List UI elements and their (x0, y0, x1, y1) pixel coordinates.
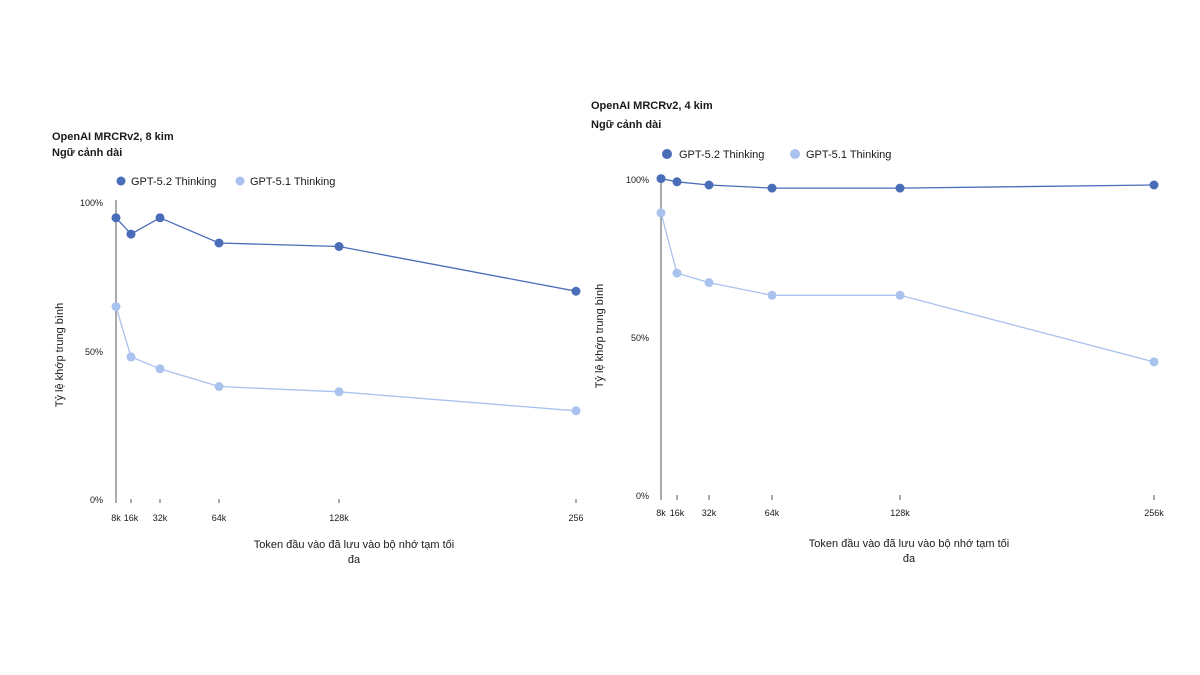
data-point (1149, 357, 1159, 367)
data-point (155, 213, 165, 223)
data-point (126, 229, 136, 239)
series-group (656, 174, 1159, 367)
x-axis-label-line-1: Token đầu vào đã lưu vào bộ nhớ tạm tối (809, 538, 1009, 550)
data-point (111, 302, 121, 312)
chart-4-needles: OpenAI MRCRv2, 4 kim Ngữ cảnh dài GPT-5.… (591, 100, 1164, 565)
x-tick-label: 256 (568, 513, 583, 523)
y-tick-label-50: 50% (85, 347, 103, 357)
y-tick-label-100: 100% (626, 175, 649, 185)
x-axis-label-line-2: đa (348, 554, 361, 566)
y-tick-label-0: 0% (90, 495, 103, 505)
x-tick-label: 32k (153, 513, 168, 523)
x-tick-label: 256k (1144, 508, 1164, 518)
legend-label-1: GPT-5.1 Thinking (250, 176, 335, 188)
x-tick-label: 64k (765, 508, 780, 518)
data-point (214, 238, 224, 248)
data-point (1149, 180, 1159, 190)
legend: GPT-5.2 Thinking GPT-5.1 Thinking (116, 176, 335, 188)
data-point (155, 364, 165, 374)
data-point (704, 180, 714, 190)
data-point (126, 352, 136, 362)
series-line (115, 217, 577, 292)
data-point (656, 208, 666, 218)
x-ticks: 8k 16k 32k 64k 128k 256k (656, 495, 1164, 518)
data-point (767, 183, 777, 193)
x-ticks: 8k 16k 32k 64k 128k 256 (111, 499, 584, 523)
y-tick-label-0: 0% (636, 491, 649, 501)
data-point (656, 174, 666, 184)
data-point (111, 213, 121, 223)
data-point (767, 290, 777, 300)
series-line (660, 212, 1155, 363)
x-tick-label: 128k (329, 513, 349, 523)
data-point (895, 183, 905, 193)
x-tick-label: 64k (212, 513, 227, 523)
chart-subtitle: Ngữ cảnh dài (591, 119, 661, 131)
legend-marker-0 (662, 149, 672, 159)
data-point (334, 242, 344, 251)
data-point (214, 382, 224, 391)
legend-marker-1 (790, 149, 800, 159)
legend-label-0: GPT-5.2 Thinking (679, 149, 764, 161)
legend-marker-0 (116, 176, 126, 186)
x-tick-label: 8k (111, 513, 121, 523)
series-group (111, 213, 581, 416)
y-axis-label: Tỷ lệ khớp trung bình (54, 303, 66, 407)
x-axis-label-line-1: Token đầu vào đã lưu vào bộ nhớ tạm tối (254, 539, 454, 551)
chart-subtitle: Ngữ cảnh dài (52, 147, 122, 159)
legend-marker-1 (235, 176, 245, 186)
data-point (334, 387, 344, 397)
series-line (660, 177, 1155, 189)
x-axis-label-line-2: đa (903, 553, 916, 565)
data-point (571, 286, 581, 296)
y-axis-label: Tỷ lệ khớp trung bình (594, 284, 606, 388)
series-line (115, 306, 577, 412)
x-tick-label: 32k (702, 508, 717, 518)
x-tick-label: 8k (656, 508, 666, 518)
data-point (672, 177, 682, 187)
legend: GPT-5.2 Thinking GPT-5.1 Thinking (662, 149, 891, 161)
chart-title: OpenAI MRCRv2, 8 kim (52, 131, 174, 143)
x-tick-label: 16k (670, 508, 685, 518)
y-tick-label-100: 100% (80, 198, 103, 208)
data-point (704, 278, 714, 288)
data-point (895, 290, 905, 300)
x-tick-label: 16k (124, 513, 139, 523)
data-point (571, 406, 581, 416)
chart-title: OpenAI MRCRv2, 4 kim (591, 100, 713, 112)
x-tick-label: 128k (890, 508, 910, 518)
y-tick-label-50: 50% (631, 333, 649, 343)
legend-label-0: GPT-5.2 Thinking (131, 176, 216, 188)
chart-8-needles: OpenAI MRCRv2, 8 kim Ngữ cảnh dài GPT-5.… (52, 131, 584, 566)
data-point (672, 268, 682, 278)
legend-label-1: GPT-5.1 Thinking (806, 149, 891, 161)
